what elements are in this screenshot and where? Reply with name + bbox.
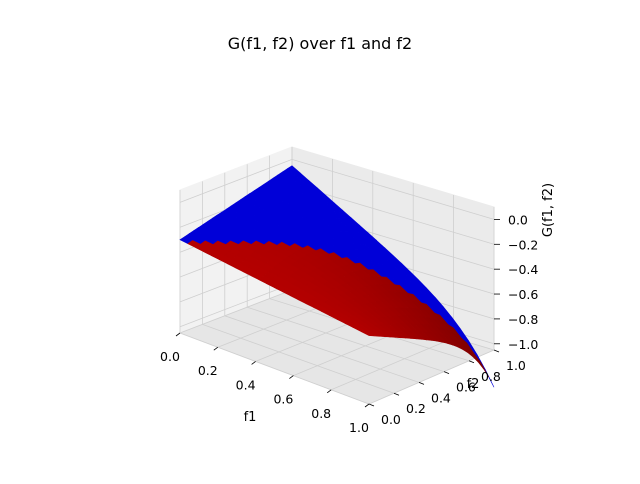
x-tick-label: 0.6 bbox=[273, 392, 293, 407]
y-tick bbox=[393, 392, 400, 396]
y-tick-label: 0.0 bbox=[381, 412, 401, 427]
z-axis-label: G(f1, f2) bbox=[541, 183, 556, 237]
y-axis-label: f2 bbox=[467, 377, 480, 392]
x-tick-label: 0.2 bbox=[198, 363, 218, 378]
y-tick-label: 0.8 bbox=[481, 369, 501, 384]
y-tick bbox=[418, 382, 425, 385]
x-tick bbox=[175, 332, 181, 337]
y-tick-label: 0.2 bbox=[406, 401, 426, 416]
y-tick bbox=[368, 403, 375, 407]
z-tick-label: −0.6 bbox=[508, 287, 538, 302]
y-tick bbox=[493, 349, 500, 353]
x-tick-label: 0.4 bbox=[236, 377, 256, 392]
x-tick bbox=[364, 403, 370, 408]
z-tick-label: 0.0 bbox=[508, 212, 528, 227]
x-tick bbox=[251, 361, 256, 365]
y-tick-label: 1.0 bbox=[506, 358, 526, 373]
y-tick bbox=[468, 360, 475, 364]
x-tick bbox=[213, 346, 219, 351]
x-tick-label: 1.0 bbox=[349, 420, 369, 435]
surface-patch bbox=[360, 331, 375, 337]
x-tick-label: 0.8 bbox=[311, 406, 331, 421]
x-axis-label: f1 bbox=[244, 410, 257, 425]
x-tick bbox=[326, 389, 332, 394]
z-tick-label: −1.0 bbox=[508, 337, 538, 352]
y-tick bbox=[443, 371, 450, 374]
grid-line-z bbox=[179, 158, 495, 220]
z-tick-label: −0.4 bbox=[508, 262, 538, 277]
x-tick bbox=[289, 375, 294, 379]
y-tick-label: 0.6 bbox=[456, 380, 476, 395]
y-tick-label: 0.4 bbox=[431, 390, 451, 405]
chart-title: G(f1, f2) over f1 and f2 bbox=[227, 34, 413, 53]
z-tick-label: −0.2 bbox=[508, 237, 538, 252]
z-tick-label: −0.8 bbox=[508, 312, 538, 327]
x-tick-label: 0.0 bbox=[160, 349, 180, 364]
